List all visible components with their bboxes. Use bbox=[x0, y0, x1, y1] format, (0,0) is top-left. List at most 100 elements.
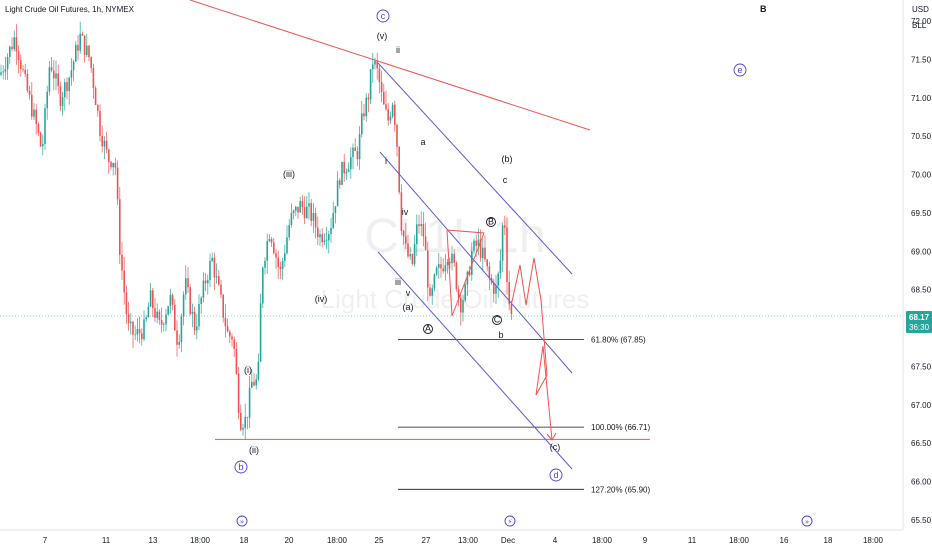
candle-body bbox=[112, 162, 114, 168]
candle-body bbox=[290, 213, 293, 225]
last-price-badge: 68.17 36:30 bbox=[906, 311, 932, 333]
candle-body bbox=[248, 387, 251, 418]
candle-body bbox=[317, 227, 319, 238]
candle-body bbox=[55, 73, 57, 79]
candle-body bbox=[105, 140, 108, 150]
unit-label: BLL bbox=[912, 21, 927, 30]
candle-body bbox=[354, 147, 356, 152]
event-icon-3[interactable]: » bbox=[801, 515, 813, 527]
candle-body bbox=[299, 201, 301, 213]
candle-body bbox=[246, 416, 249, 418]
candle-body bbox=[504, 225, 506, 228]
candle-body bbox=[15, 37, 18, 52]
candle-body bbox=[64, 82, 66, 98]
candle-body bbox=[301, 201, 304, 208]
candle-body bbox=[306, 206, 308, 219]
candle-body bbox=[90, 57, 92, 68]
candle-body bbox=[94, 88, 97, 106]
candle-body bbox=[292, 210, 295, 214]
wave-label: b bbox=[498, 330, 503, 340]
event-icon-2[interactable]: ⚡ bbox=[504, 515, 516, 527]
candle-body bbox=[433, 274, 436, 289]
projection-path[interactable] bbox=[510, 257, 553, 441]
candle-body bbox=[83, 35, 86, 55]
candle-body bbox=[59, 86, 62, 106]
candle-body bbox=[462, 300, 464, 313]
candle-body bbox=[145, 317, 147, 320]
candle-body bbox=[125, 292, 128, 315]
candle-body bbox=[449, 261, 451, 264]
time-tick-label: 18:00 bbox=[592, 536, 613, 545]
candle-body bbox=[35, 109, 37, 125]
candle-body bbox=[86, 45, 88, 55]
candle-body bbox=[42, 143, 44, 147]
candle-body bbox=[446, 261, 449, 265]
candle-body bbox=[319, 234, 321, 238]
candle-body bbox=[226, 326, 229, 332]
candle-body bbox=[70, 70, 73, 78]
candle-body bbox=[405, 236, 407, 244]
countdown-label: 36:30 bbox=[909, 323, 930, 332]
candle-body bbox=[200, 297, 202, 305]
resistance-trendline[interactable] bbox=[189, 0, 591, 131]
candle-body bbox=[167, 306, 169, 315]
candle-body bbox=[108, 149, 110, 162]
candle-body bbox=[123, 270, 125, 293]
candle-body bbox=[213, 257, 216, 278]
candle-body bbox=[114, 162, 117, 168]
fib-label: 61.80% (67.85) bbox=[591, 336, 646, 345]
candle-body bbox=[356, 151, 359, 160]
time-tick-label: 18 bbox=[824, 536, 833, 545]
candle-body bbox=[26, 73, 29, 91]
candle-body bbox=[325, 240, 328, 242]
wave-label: ii bbox=[396, 45, 400, 55]
price-tick-label: 67.50 bbox=[911, 362, 932, 371]
candle-body bbox=[156, 311, 158, 318]
wave-label: (ii) bbox=[249, 445, 259, 455]
candle-body bbox=[88, 45, 90, 58]
candle-body bbox=[262, 267, 264, 304]
channel-upper-line[interactable] bbox=[377, 62, 573, 275]
candle-body bbox=[97, 105, 99, 111]
candle-body bbox=[180, 316, 183, 342]
candle-body bbox=[358, 134, 361, 160]
time-axis[interactable]: 7 11 13 18:00 18 20 18:00 25 27 13:00 Dec 4 18:00 9 11… bbox=[43, 536, 884, 545]
candle-body bbox=[429, 287, 431, 296]
candle-body bbox=[473, 240, 475, 252]
channel-middle-line[interactable] bbox=[379, 151, 573, 374]
candle-body bbox=[33, 109, 35, 117]
candle-body bbox=[46, 91, 48, 109]
candle-body bbox=[189, 287, 191, 314]
wave-label: v bbox=[406, 288, 411, 298]
candle-body bbox=[121, 254, 123, 271]
candle-body bbox=[284, 253, 286, 262]
candle-body bbox=[207, 280, 209, 284]
channel-lower-line[interactable] bbox=[377, 251, 573, 470]
candle-body bbox=[28, 90, 31, 95]
price-axis[interactable]: 65.5066.0066.5067.0067.5068.0068.5069.00… bbox=[911, 17, 932, 525]
wedge-pattern[interactable] bbox=[446, 229, 485, 317]
candle-body bbox=[464, 284, 466, 301]
candle-body bbox=[4, 69, 7, 72]
wave-label: (b) bbox=[502, 154, 513, 164]
candle-body bbox=[141, 333, 143, 340]
calendar-event-icon: » bbox=[805, 518, 809, 526]
candle-body bbox=[11, 46, 13, 50]
candle-body bbox=[270, 239, 273, 243]
candle-body bbox=[37, 124, 40, 133]
candle-body bbox=[323, 240, 326, 243]
candle-body bbox=[378, 68, 381, 83]
candle-body bbox=[57, 73, 59, 87]
candle-body bbox=[235, 348, 238, 374]
candle-body bbox=[361, 113, 363, 135]
event-icon-1[interactable]: » bbox=[236, 515, 248, 527]
time-tick-label: 13:00 bbox=[458, 536, 479, 545]
candle-body bbox=[81, 33, 84, 36]
candle-body bbox=[422, 223, 425, 237]
candle-body bbox=[385, 104, 387, 110]
candle-body bbox=[336, 180, 339, 207]
candle-body bbox=[416, 224, 418, 245]
candle-body bbox=[39, 132, 42, 147]
